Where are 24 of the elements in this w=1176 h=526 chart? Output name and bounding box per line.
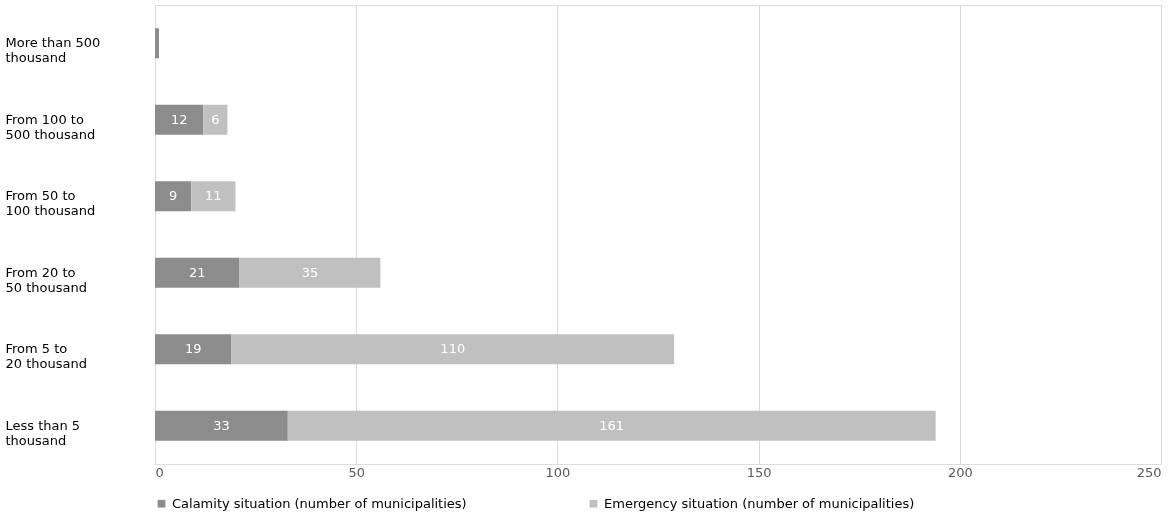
x-tick-label: 0: [155, 464, 164, 480]
x-tick-label: 50: [348, 464, 365, 480]
y-tick-label: More than 500 thousand: [5, 35, 101, 66]
data-label: 21: [188, 264, 206, 280]
data-label: 161: [599, 417, 625, 433]
y-tick-label: Less than 5 thousand: [5, 417, 81, 448]
data-label: 19: [184, 341, 202, 357]
legend-label: Emergency situation (number of municipalities): [604, 495, 915, 511]
data-label: 11: [205, 188, 222, 204]
data-label: 6: [211, 111, 220, 127]
x-tick-label: 150: [746, 464, 772, 480]
data-label: 12: [170, 111, 188, 127]
y-tick-label: From 100 to 500 thousand: [5, 111, 96, 142]
x-tick-label: 250: [1136, 464, 1162, 480]
data-label: 9: [168, 188, 178, 204]
y-tick-label: From 20 to 50 thousand: [5, 264, 87, 295]
y-tick-label: From 50 to 100 thousand: [5, 188, 96, 219]
x-tick-label: 200: [947, 464, 973, 480]
legend-label: Calamity situation (number of municipalities): [172, 495, 467, 511]
data-label: 33: [213, 417, 230, 433]
x-tick-label: 100: [545, 464, 571, 480]
y-tick-label: From 5 to 20 thousand: [5, 341, 87, 372]
data-label: 35: [301, 264, 319, 280]
data-label: 110: [440, 341, 466, 357]
